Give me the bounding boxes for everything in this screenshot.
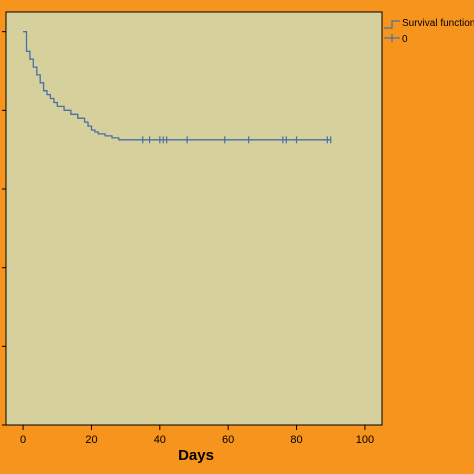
x-axis: 0 20 40 60 80 100 <box>20 425 374 446</box>
x-tick-label-1: 20 <box>85 434 97 446</box>
x-tick-label-5: 100 <box>356 434 374 446</box>
series-layer <box>23 31 332 144</box>
x-tick-label-4: 80 <box>290 434 302 446</box>
legend-label-censored: 0 <box>402 34 408 45</box>
x-axis-title: Days <box>178 447 214 464</box>
legend-swatch-survival <box>384 20 400 29</box>
legend-label-survival: Survival function <box>402 18 474 29</box>
legend: Survival function 0 <box>384 18 474 45</box>
legend-swatch-censored <box>384 34 400 42</box>
series-survival-line <box>23 31 331 141</box>
x-tick-label-0: 0 <box>20 434 26 446</box>
x-tick-label-3: 60 <box>222 434 234 446</box>
plot-area <box>5 11 383 426</box>
x-tick-label-2: 40 <box>154 434 166 446</box>
y-axis-ticks <box>2 31 6 426</box>
